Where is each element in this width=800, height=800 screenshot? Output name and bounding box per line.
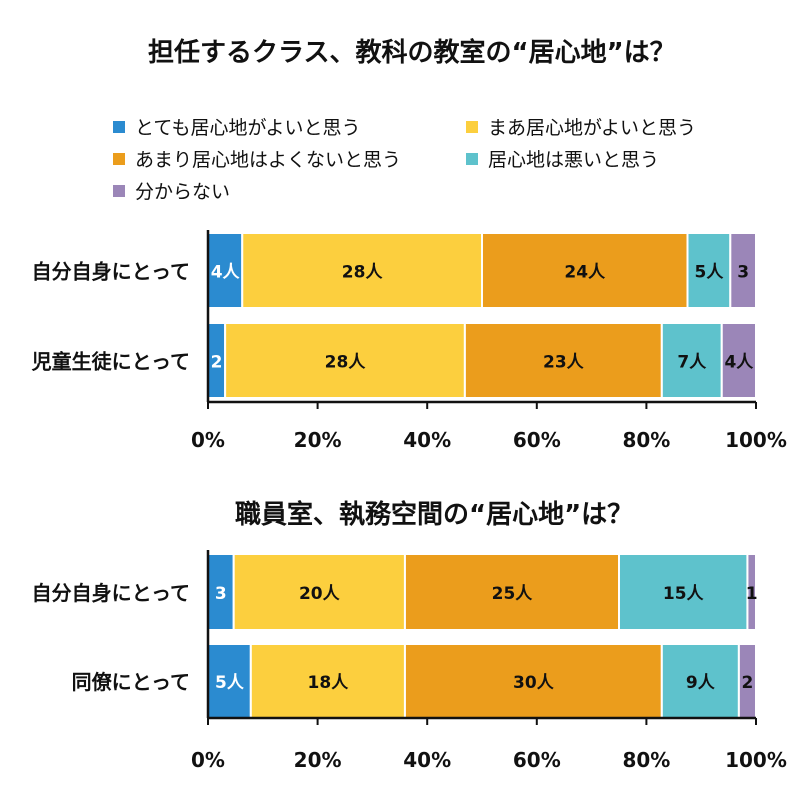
category-label: 同僚にとって xyxy=(72,670,190,694)
bar-segment-unknown xyxy=(729,232,757,309)
chart-1-title: 担任するクラス、教科の教室の“居心地”は？ xyxy=(148,38,676,68)
x-tick-label: 20% xyxy=(294,428,342,452)
legend-label: 居心地は悪いと思う xyxy=(488,149,660,171)
x-tick-label: 40% xyxy=(403,428,451,452)
data-label: 23人 xyxy=(543,353,585,373)
legend-label: まあ居心地がよいと思う xyxy=(488,117,697,139)
legend-swatch xyxy=(466,152,478,165)
bar-segment-not-good xyxy=(403,553,620,631)
data-label: 2 xyxy=(742,673,754,693)
data-label: 4人 xyxy=(724,353,754,373)
bar-segment-bad xyxy=(686,232,732,309)
data-label: 25人 xyxy=(492,584,534,604)
legend-item-good: まあ居心地がよいと思う xyxy=(466,113,696,140)
x-tick-label: 60% xyxy=(513,748,561,772)
data-label: 28人 xyxy=(325,353,367,373)
data-label: 28人 xyxy=(342,263,384,283)
bar-segment-bad xyxy=(660,322,723,399)
category-label: 自分自身にとって xyxy=(32,260,190,284)
bar-segment-good xyxy=(224,322,466,399)
legend-item-unknown: 分からない xyxy=(113,177,230,204)
data-label: 3 xyxy=(215,584,227,604)
bar-segment-bad xyxy=(618,553,749,631)
x-tick-label: 0% xyxy=(191,748,225,772)
data-label: 2 xyxy=(211,353,223,373)
data-label: 1 xyxy=(746,584,758,604)
x-tick-label: 60% xyxy=(513,428,561,452)
category-label: 児童生徒にとって xyxy=(31,350,190,374)
x-tick-label: 20% xyxy=(294,748,342,772)
bar-segment-very-good xyxy=(207,553,235,631)
bar-segment-good xyxy=(249,643,406,719)
x-tick-label: 100% xyxy=(725,748,787,772)
bar-segment-not-good xyxy=(463,322,663,399)
legend-label: とても居心地がよいと思う xyxy=(135,117,361,139)
data-label: 5人 xyxy=(694,263,724,283)
bar-segment-good xyxy=(232,553,406,631)
data-label: 20人 xyxy=(299,584,341,604)
legend-item-very-good: とても居心地がよいと思う xyxy=(113,113,361,140)
data-label: 18人 xyxy=(308,673,350,693)
legend-swatch xyxy=(113,184,125,197)
data-label: 7人 xyxy=(677,353,707,373)
x-tick-label: 80% xyxy=(622,748,670,772)
data-label: 24人 xyxy=(564,263,606,283)
legend-item-bad: 居心地は悪いと思う xyxy=(466,145,659,172)
legend-item-not-good: あまり居心地はよくないと思う xyxy=(113,145,401,172)
data-label: 15人 xyxy=(663,584,705,604)
legend-swatch xyxy=(113,120,125,133)
x-tick-label: 100% xyxy=(725,428,787,452)
category-label: 自分自身にとって xyxy=(32,581,190,605)
legend-swatch xyxy=(113,152,125,165)
data-label: 4人 xyxy=(211,263,241,283)
x-tick-label: 80% xyxy=(622,428,670,452)
chart-2: 3 20人 25人 15人 1 自分自身にとって 5人 18人 30人 9人 2 同僚にとって 0% 20… xyxy=(32,550,787,772)
x-tick-label: 0% xyxy=(191,428,225,452)
legend-swatch xyxy=(466,120,478,133)
x-tick-label: 40% xyxy=(403,748,451,772)
legend-label: 分からない xyxy=(135,181,231,203)
bar-segment-unknown xyxy=(720,322,757,399)
data-label: 30人 xyxy=(513,673,555,693)
bar-segment-unknown xyxy=(746,553,757,631)
data-label: 9人 xyxy=(686,673,716,693)
legend-label: あまり居心地はよくないと思う xyxy=(135,149,402,171)
data-label: 5人 xyxy=(215,673,245,693)
chart-2-title: 職員室、執務空間の“居心地”は？ xyxy=(235,500,634,530)
data-label: 3 xyxy=(737,263,749,283)
